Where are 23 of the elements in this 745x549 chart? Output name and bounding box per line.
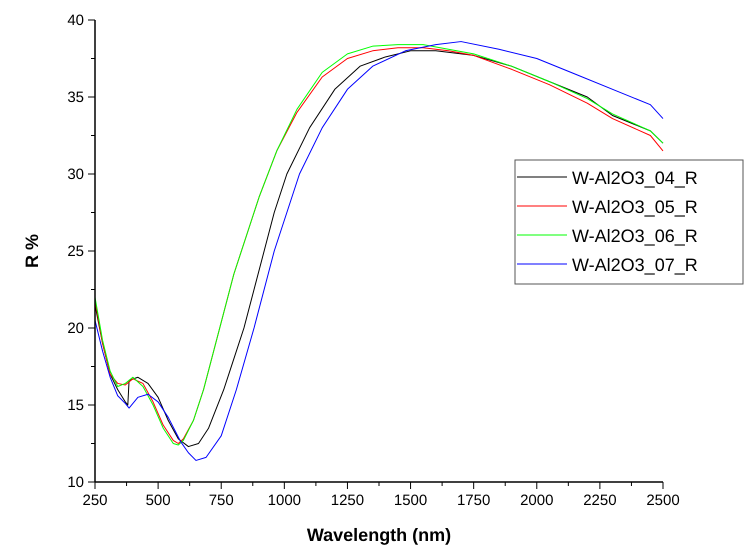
x-tick-label: 1750 <box>456 492 490 509</box>
y-tick-label: 20 <box>67 320 84 337</box>
x-tick-label: 2250 <box>583 492 617 509</box>
x-tick-label: 1500 <box>394 492 428 509</box>
y-tick-label: 25 <box>67 243 84 260</box>
x-tick-label: 1250 <box>330 492 364 509</box>
x-tick-label: 750 <box>208 492 234 509</box>
legend-label: W-Al2O3_07_R <box>572 255 698 275</box>
y-axis-title: R % <box>22 234 42 268</box>
y-tick-label: 30 <box>67 166 84 183</box>
y-tick-label: 35 <box>67 89 84 106</box>
x-axis-title: Wavelength (nm) <box>306 525 452 545</box>
legend-label: W-Al2O3_05_R <box>572 197 698 217</box>
x-tick-label: 250 <box>82 492 108 509</box>
x-tick-label: 500 <box>146 492 171 509</box>
legend-label: W-Al2O3_04_R <box>572 168 698 188</box>
x-tick-label: 1000 <box>268 492 302 509</box>
y-tick-label: 10 <box>67 474 84 491</box>
y-tick-label: 40 <box>67 12 84 29</box>
x-tick-label: 2500 <box>646 492 680 509</box>
legend-label: W-Al2O3_06_R <box>572 226 698 246</box>
y-tick-label: 15 <box>67 397 84 414</box>
x-tick-label: 2000 <box>520 492 554 509</box>
